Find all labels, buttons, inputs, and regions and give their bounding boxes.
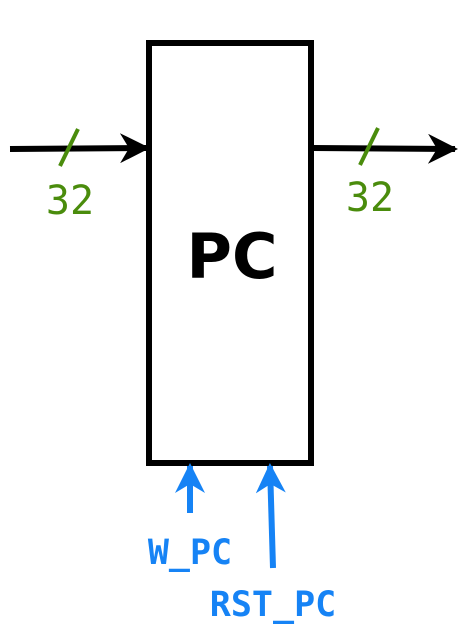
reset-pc-label: RST_PC <box>210 585 336 625</box>
reset-pc-arrow <box>255 463 286 569</box>
input-bus-width-slash <box>58 128 80 167</box>
input-bus-width-label: 32 <box>46 178 94 224</box>
pc-register-label: PC <box>187 220 278 293</box>
input-bus-arrow <box>9 133 150 164</box>
pc-register-box <box>146 40 314 466</box>
write-pc-label: W_PC <box>148 533 232 573</box>
output-bus-width-label: 32 <box>346 175 394 221</box>
output-bus-arrow <box>312 133 458 164</box>
output-bus-width-slash <box>358 127 380 166</box>
